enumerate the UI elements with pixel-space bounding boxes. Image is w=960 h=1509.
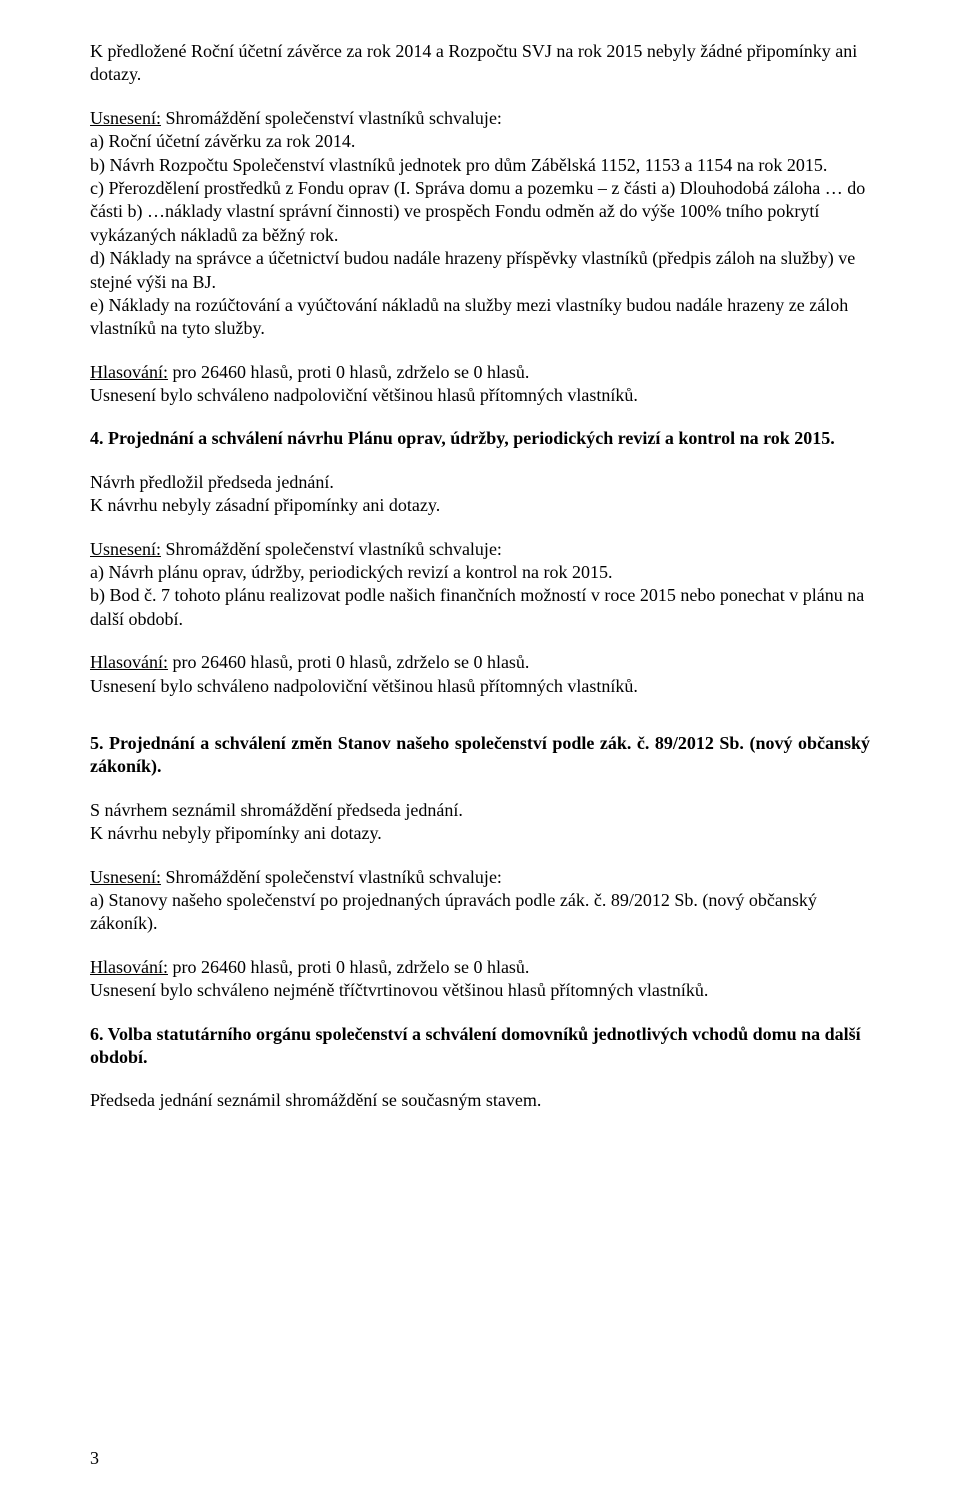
resolution-schvaluje-5: Shromáždění společenství vlastníků schva… — [161, 867, 502, 887]
section5-title: 5. Projednání a schválení změn Stanov na… — [90, 732, 870, 779]
section5-intro: S návrhem seznámil shromáždění předseda … — [90, 799, 870, 846]
item3-a: a) Roční účetní závěrku za rok 2014. — [90, 131, 355, 151]
intro-paragraph: K předložené Roční účetní závěrce za rok… — [90, 40, 870, 87]
spacer — [90, 718, 870, 732]
resolution-label: Usnesení: — [90, 108, 161, 128]
voting-label-5: Hlasování: — [90, 957, 168, 977]
resolution-label-4: Usnesení: — [90, 539, 161, 559]
voting-approved-4: Usnesení bylo schváleno nadpoloviční vět… — [90, 676, 638, 696]
voting-block-4: Hlasování: pro 26460 hlasů, proti 0 hlas… — [90, 651, 870, 698]
item3-c: c) Přerozdělení prostředků z Fondu oprav… — [90, 178, 865, 245]
resolution-label-5: Usnesení: — [90, 867, 161, 887]
item4-a: a) Návrh plánu oprav, údržby, periodický… — [90, 562, 613, 582]
item5-a: a) Stanovy našeho společenství po projed… — [90, 890, 817, 933]
resolution-schvaluje-4: Shromáždění společenství vlastníků schva… — [161, 539, 502, 559]
section6-intro: Předseda jednání seznámil shromáždění se… — [90, 1089, 870, 1112]
voting-approved-5: Usnesení bylo schváleno nejméně tříčtvrt… — [90, 980, 708, 1000]
item4-b: b) Bod č. 7 tohoto plánu realizovat podl… — [90, 585, 864, 628]
voting-text-5: pro 26460 hlasů, proti 0 hlasů, zdrželo … — [168, 957, 529, 977]
section5-p1: S návrhem seznámil shromáždění předseda … — [90, 800, 463, 820]
section4-p2: K návrhu nebyly zásadní připomínky ani d… — [90, 495, 440, 515]
voting-text: pro 26460 hlasů, proti 0 hlasů, zdrželo … — [168, 362, 529, 382]
voting-label: Hlasování: — [90, 362, 168, 382]
voting-text-4: pro 26460 hlasů, proti 0 hlasů, zdrželo … — [168, 652, 529, 672]
voting-approved: Usnesení bylo schváleno nadpoloviční vět… — [90, 385, 638, 405]
resolution-block-4: Usnesení: Shromáždění společenství vlast… — [90, 538, 870, 632]
section4-p1: Návrh předložil předseda jednání. — [90, 472, 334, 492]
resolution-block-5: Usnesení: Shromáždění společenství vlast… — [90, 866, 870, 936]
resolution-schvaluje: Shromáždění společenství vlastníků schva… — [161, 108, 502, 128]
section4-intro: Návrh předložil předseda jednání. K návr… — [90, 471, 870, 518]
item3-e: e) Náklady na rozúčtování a vyúčtování n… — [90, 295, 848, 338]
document-page: K předložené Roční účetní závěrce za rok… — [0, 0, 960, 1509]
section5-p2: K návrhu nebyly připomínky ani dotazy. — [90, 823, 382, 843]
item3-b: b) Návrh Rozpočtu Společenství vlastníků… — [90, 155, 827, 175]
voting-label-4: Hlasování: — [90, 652, 168, 672]
section4-title: 4. Projednání a schválení návrhu Plánu o… — [90, 427, 870, 450]
section6-p1: Předseda jednání seznámil shromáždění se… — [90, 1090, 541, 1110]
voting-block-3: Hlasování: pro 26460 hlasů, proti 0 hlas… — [90, 361, 870, 408]
page-number: 3 — [90, 1448, 99, 1469]
resolution-block-3: Usnesení: Shromáždění společenství vlast… — [90, 107, 870, 341]
section6-title: 6. Volba statutárního orgánu společenstv… — [90, 1023, 870, 1070]
item3-d: d) Náklady na správce a účetnictví budou… — [90, 248, 855, 291]
voting-block-5: Hlasování: pro 26460 hlasů, proti 0 hlas… — [90, 956, 870, 1003]
